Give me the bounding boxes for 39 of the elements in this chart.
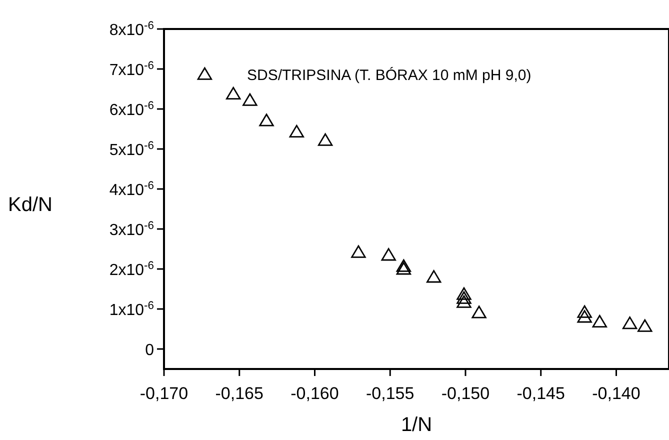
point: [456, 287, 472, 300]
point: [351, 245, 366, 258]
x-tick-label: -0,165: [215, 384, 264, 403]
point: [456, 291, 472, 304]
y-tick-label: 5x10$^{-6}$: [109, 140, 154, 159]
point: [426, 270, 442, 283]
annotation: SDS/TRIPSINA (T. BÓRAX 10 mM pH 9,0): [247, 66, 532, 84]
y-axis-title: Kd/N: [8, 194, 52, 216]
point: [577, 310, 592, 323]
y-tick-label: 7x10$^{-6}$: [109, 60, 154, 79]
y-tick-label: 1x10$^{-6}$: [109, 300, 154, 319]
point: [592, 314, 608, 328]
y-tick-label: 8x10$^{-6}$: [109, 20, 154, 39]
x-tick-label: -0,155: [366, 384, 414, 403]
point: [381, 248, 396, 261]
point: [259, 114, 274, 126]
point: [226, 86, 241, 100]
point: [456, 295, 472, 308]
point: [472, 306, 486, 318]
point: [289, 124, 304, 138]
point: [242, 93, 258, 106]
point: [318, 133, 333, 146]
x-tick-label: -0,150: [441, 384, 490, 403]
point: [396, 259, 412, 272]
x-axis-title: 1/N: [400, 414, 432, 436]
y-tick-label: 6x10$^{-6}$: [109, 100, 154, 119]
point: [396, 262, 412, 275]
x-tick-label: -0,160: [290, 384, 339, 403]
y-tick-label: 0: [145, 342, 154, 359]
point: [197, 67, 212, 80]
y-tick-label: 3x10$^{-6}$: [109, 220, 154, 239]
y-tick-label: 2x10$^{-6}$: [109, 260, 154, 279]
x-tick-label: -0,145: [516, 384, 565, 403]
point: [638, 319, 652, 332]
x-tick-label: -0,140: [592, 384, 640, 403]
point: [622, 316, 638, 330]
point: [577, 305, 592, 318]
x-tick-label: -0,170: [140, 384, 188, 403]
y-tick-label: 4x10$^{-6}$: [109, 180, 154, 199]
